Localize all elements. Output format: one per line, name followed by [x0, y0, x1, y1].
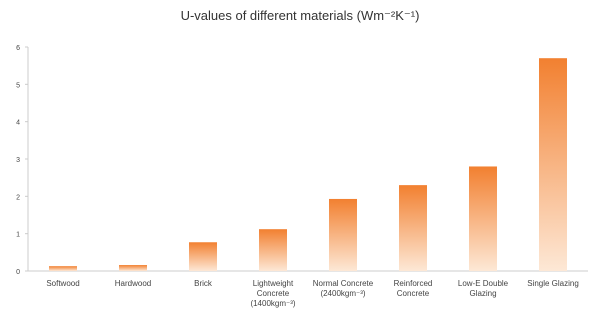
category-label: Reinforced Concrete — [393, 279, 433, 298]
bar — [329, 198, 357, 271]
category-label: Hardwood — [114, 279, 152, 288]
category-label: Normal Concrete (2400kgm⁻³) — [312, 279, 374, 298]
y-tick-label: 0 — [16, 269, 20, 276]
bar — [189, 242, 217, 271]
chart-title: U-values of different materials (Wm⁻²K⁻¹… — [180, 8, 420, 23]
category-label: Lightweight Concrete (1400kgm⁻³) — [250, 279, 296, 308]
bar — [119, 265, 147, 271]
bar — [259, 229, 287, 271]
y-tick-label: 4 — [16, 120, 20, 127]
category-label: Single Glazing — [527, 279, 579, 288]
category-label: Brick — [194, 279, 212, 288]
y-tick-label: 5 — [16, 82, 20, 89]
y-tick-label: 2 — [16, 194, 20, 201]
y-tick-label: 6 — [16, 45, 20, 52]
y-tick-label: 1 — [16, 232, 20, 239]
bar — [399, 185, 427, 271]
bar — [539, 58, 567, 272]
y-tick-label: 3 — [16, 157, 20, 164]
bar — [49, 266, 77, 271]
category-label: Low-E Double Glazing — [457, 279, 509, 298]
bar — [469, 166, 497, 271]
category-label: Softwood — [46, 279, 80, 288]
